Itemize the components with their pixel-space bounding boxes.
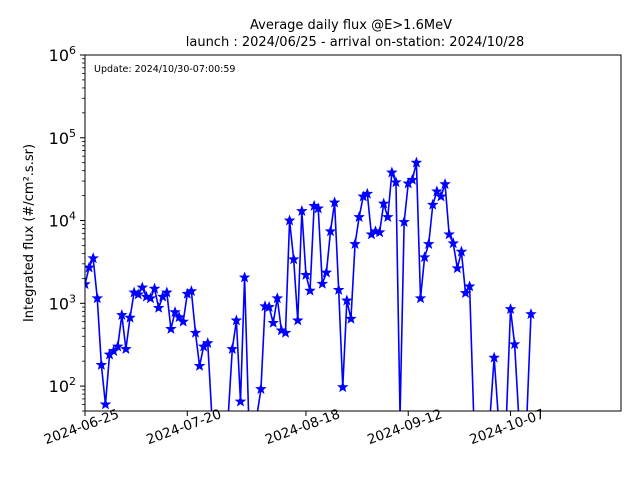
data-point bbox=[418, 251, 431, 263]
data-point bbox=[296, 205, 308, 217]
data-point bbox=[263, 301, 275, 313]
data-point bbox=[382, 211, 394, 223]
data-point bbox=[201, 337, 214, 349]
data-point bbox=[304, 284, 316, 296]
data-point bbox=[451, 262, 464, 274]
data-point bbox=[324, 225, 337, 237]
data-point bbox=[169, 306, 181, 318]
data-point bbox=[152, 301, 165, 313]
data-point bbox=[427, 198, 439, 210]
data-point bbox=[124, 311, 136, 323]
y-tick-label: 106 bbox=[49, 44, 76, 65]
data-point bbox=[116, 309, 128, 321]
data-point bbox=[439, 178, 451, 190]
data-point bbox=[312, 202, 324, 214]
data-point bbox=[386, 166, 398, 178]
data-point bbox=[443, 228, 455, 240]
data-point bbox=[173, 311, 185, 323]
data-point bbox=[341, 294, 353, 306]
data-point bbox=[508, 338, 521, 350]
data-point bbox=[226, 343, 239, 354]
data-point bbox=[353, 211, 365, 223]
data-point bbox=[271, 292, 284, 304]
data-point bbox=[132, 288, 144, 300]
data-point bbox=[504, 303, 517, 315]
data-point bbox=[447, 237, 460, 249]
data-point bbox=[328, 196, 341, 208]
data-point bbox=[463, 280, 476, 292]
data-point bbox=[373, 226, 386, 238]
data-point bbox=[332, 283, 345, 295]
data-point bbox=[431, 185, 443, 197]
data-point bbox=[107, 344, 120, 356]
data-point bbox=[255, 383, 267, 394]
data-point bbox=[422, 237, 435, 249]
data-point bbox=[390, 176, 402, 188]
data-point bbox=[414, 292, 427, 304]
y-axis-label: Integrated flux (#/cm².s.sr) bbox=[22, 144, 37, 322]
data-point bbox=[95, 358, 108, 370]
data-layer bbox=[85, 156, 537, 411]
data-point bbox=[136, 281, 149, 293]
data-point bbox=[345, 312, 357, 324]
data-point bbox=[189, 326, 202, 338]
data-point bbox=[316, 277, 329, 289]
y-tick-label: 104 bbox=[49, 210, 76, 231]
plot-frame bbox=[84, 54, 622, 412]
data-point bbox=[287, 253, 300, 265]
data-point bbox=[525, 308, 537, 320]
data-point bbox=[230, 314, 243, 326]
y-tick-label: 102 bbox=[49, 375, 76, 396]
data-point bbox=[435, 190, 447, 202]
data-point bbox=[300, 268, 312, 280]
data-point bbox=[488, 351, 500, 363]
data-point bbox=[292, 314, 304, 326]
y-tick-label: 105 bbox=[49, 127, 76, 148]
data-point bbox=[185, 285, 198, 297]
data-point bbox=[337, 381, 349, 393]
data-point bbox=[87, 252, 99, 264]
data-point bbox=[459, 287, 472, 298]
data-point bbox=[85, 278, 91, 290]
data-point bbox=[144, 292, 157, 304]
data-point bbox=[398, 215, 410, 227]
data-point bbox=[165, 322, 177, 334]
chart-subtitle: launch : 2024/06/25 - arrival on-station… bbox=[186, 35, 524, 50]
data-point bbox=[111, 340, 124, 352]
data-point bbox=[283, 214, 296, 226]
data-point bbox=[238, 271, 251, 283]
data-point bbox=[177, 315, 189, 327]
data-point bbox=[455, 245, 468, 257]
data-point bbox=[361, 187, 374, 199]
data-point bbox=[99, 398, 112, 410]
chart-title: Average daily flux @E>1.6MeV bbox=[250, 18, 452, 33]
data-point bbox=[148, 282, 161, 294]
data-point bbox=[410, 156, 423, 168]
data-point bbox=[161, 286, 173, 298]
y-axis: 102 103 104 105 106 bbox=[49, 44, 85, 412]
data-point bbox=[377, 197, 390, 209]
y-tick-label: 103 bbox=[49, 292, 76, 313]
data-point bbox=[120, 343, 132, 354]
data-point bbox=[267, 316, 279, 328]
data-point bbox=[193, 359, 206, 371]
data-point bbox=[234, 395, 247, 407]
data-point bbox=[279, 326, 292, 338]
data-point bbox=[320, 266, 333, 278]
data-point bbox=[349, 237, 361, 249]
update-annotation: Update: 2024/10/30-07:00:59 bbox=[94, 64, 235, 75]
data-point bbox=[406, 173, 419, 185]
data-point bbox=[91, 292, 104, 304]
